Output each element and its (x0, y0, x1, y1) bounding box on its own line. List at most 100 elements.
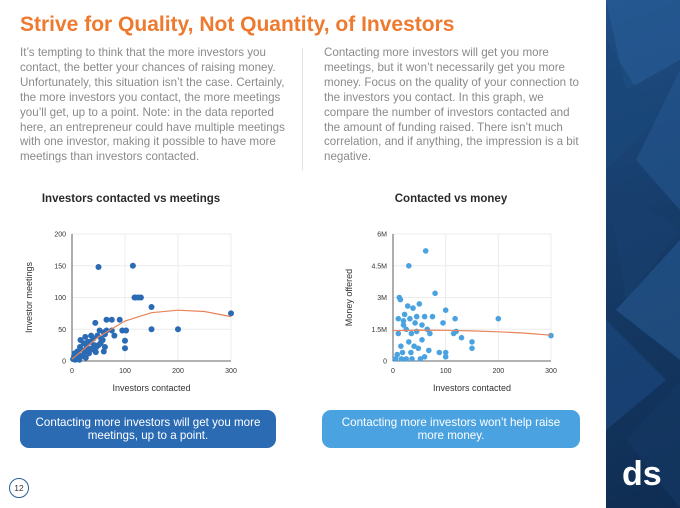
x-tick-label: 0 (70, 368, 74, 375)
y-axis-label: Money offered (344, 269, 354, 326)
x-tick-label: 100 (440, 368, 452, 375)
data-point (395, 315, 402, 322)
meetings-scatter-chart: 0 50 100 150 200 0 100 200 300 Investors contacte… (24, 232, 237, 394)
data-point (400, 318, 407, 324)
data-point (401, 311, 408, 318)
data-point (398, 356, 405, 362)
data-point (400, 322, 407, 328)
callout-money: Contacting more investors won’t help rai… (322, 410, 580, 448)
trendline (71, 309, 232, 360)
data-point (548, 332, 554, 339)
y-tick-label: 200 (54, 232, 66, 239)
logo-text: ds (622, 455, 662, 491)
data-point (398, 343, 404, 350)
chart-title-money: Contacted vs money (394, 193, 508, 205)
x-tick-label: 300 (225, 368, 237, 375)
page-number: 12 (9, 478, 29, 498)
data-point (416, 301, 423, 307)
y-axis-label: Investor meetings (24, 261, 34, 333)
data-point (406, 263, 412, 269)
data-point (122, 337, 128, 344)
data-point (403, 326, 410, 333)
data-point (92, 319, 99, 326)
data-point (108, 316, 115, 323)
data-point (408, 349, 414, 356)
data-point (399, 349, 406, 356)
callout-money-text: Contacting more investors won’t help rai… (341, 415, 561, 443)
data-point (392, 356, 399, 362)
chart-title-meetings: Investors contacted vs meetings (41, 193, 221, 205)
data-point (440, 320, 446, 326)
column-divider (302, 48, 303, 170)
data-point (426, 347, 432, 354)
data-point (412, 320, 418, 326)
data-point (397, 296, 404, 303)
money-scatter-chart: 0 1.5M 3M 4.5M 6M 0 100 200 300 Investors contact… (344, 232, 557, 394)
data-point (442, 349, 449, 356)
page-title: Strive for Quality, Not Quantity, of Inv… (20, 13, 455, 36)
data-point (116, 316, 123, 323)
data-point (495, 315, 502, 322)
intro-text-left: It’s tempting to think that the more inv… (20, 46, 285, 164)
callout-meetings: Contacting more investors will get you m… (20, 410, 276, 448)
data-point (408, 330, 415, 337)
data-point (394, 351, 401, 358)
x-tick-label: 200 (492, 368, 504, 375)
ds-logo: ds (622, 455, 662, 491)
data-point (469, 345, 475, 352)
y-tick-label: 150 (54, 263, 66, 270)
data-point (436, 349, 443, 356)
intro-text-right: Contacting more investors will get you m… (324, 46, 579, 164)
data-point (452, 315, 458, 322)
data-point (404, 303, 411, 309)
data-point (413, 313, 420, 320)
data-point (395, 330, 402, 337)
y-tick-label: 0 (383, 359, 387, 366)
x-tick-label: 0 (391, 368, 395, 375)
data-point (95, 264, 102, 270)
data-point (411, 343, 417, 350)
data-point (129, 262, 136, 269)
data-point (148, 304, 155, 310)
data-point (123, 327, 130, 334)
x-tick-label: 200 (172, 368, 184, 375)
data-point (417, 356, 424, 362)
data-point (469, 339, 475, 345)
data-point (137, 294, 144, 301)
geometric-pattern (606, 0, 680, 508)
x-tick-label: 100 (119, 368, 131, 375)
side-panel: ds (606, 0, 680, 508)
data-point (228, 310, 234, 317)
data-point (148, 326, 155, 333)
data-point (409, 356, 415, 362)
data-point (111, 332, 118, 339)
data-point (421, 354, 428, 360)
data-point (419, 322, 425, 328)
data-point (122, 345, 128, 352)
data-point (415, 345, 422, 352)
y-tick-label: 100 (54, 295, 66, 302)
data-point (100, 348, 107, 355)
data-point (99, 337, 106, 343)
data-point (103, 316, 110, 323)
data-point (429, 313, 436, 320)
y-tick-label: 3M (377, 295, 387, 302)
data-point (92, 349, 99, 356)
data-point (432, 290, 438, 297)
data-point (406, 339, 412, 345)
data-point (101, 344, 108, 350)
trendline (392, 329, 552, 336)
data-point (453, 328, 460, 335)
y-tick-label: 50 (58, 327, 66, 334)
data-point (175, 326, 181, 333)
data-point (403, 356, 410, 362)
data-point (82, 354, 89, 361)
data-point (419, 337, 425, 343)
y-tick-label: 0 (62, 359, 66, 366)
data-point (82, 333, 89, 340)
data-point (427, 330, 433, 337)
y-tick-label: 4.5M (371, 263, 387, 270)
x-tick-label: 300 (545, 368, 557, 375)
x-axis-label: Investors contacted (112, 383, 190, 393)
